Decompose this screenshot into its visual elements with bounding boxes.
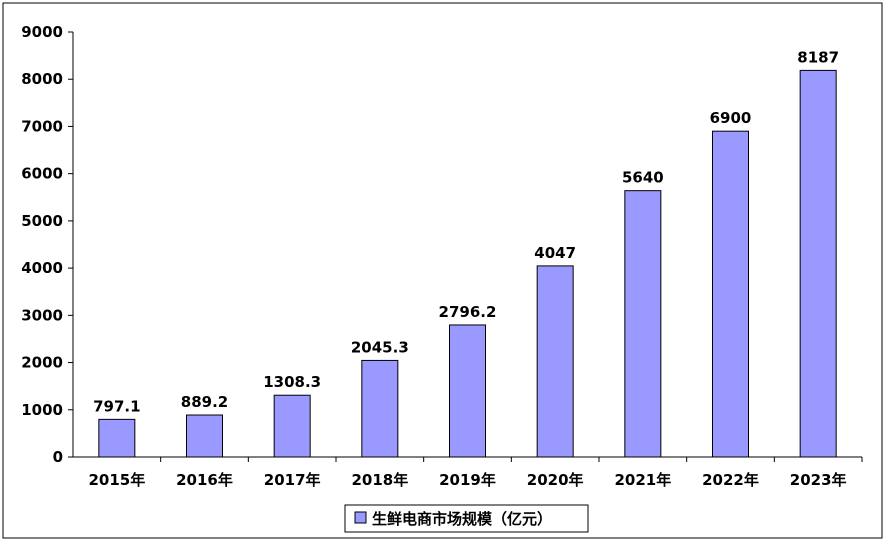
x-tick-label: 2023年: [790, 471, 847, 489]
y-tick-label: 9000: [21, 23, 63, 41]
data-labels: 797.1 889.2 1308.3 2045.3 2796.2 4047 5640 6900…: [93, 48, 839, 415]
data-label: 2796.2: [439, 303, 497, 321]
legend-box: [344, 504, 589, 533]
data-label: 4047: [534, 244, 576, 262]
y-tick-label: 0: [53, 448, 63, 466]
legend: 生鲜电商市场规模（亿元）: [344, 504, 589, 533]
x-tick-label: 2018年: [351, 471, 408, 489]
bar-2017年: [273, 394, 311, 458]
x-tick-label: 2019年: [439, 471, 496, 489]
y-tick-label: 5000: [21, 212, 63, 230]
y-tick-label: 2000: [21, 354, 63, 372]
bar-2019年: [449, 324, 486, 458]
y-tick-label: 1000: [21, 401, 63, 419]
y-tick-label: 6000: [21, 165, 63, 183]
bar-2023年: [799, 69, 837, 458]
data-label: 8187: [797, 48, 839, 66]
y-axis-ticks: 0 1000 2000 3000 4000 5000 6000 7000 8000 9000: [21, 23, 73, 466]
data-label: 6900: [710, 109, 752, 127]
bars: [98, 69, 837, 458]
bar-2021年: [624, 190, 662, 458]
x-tick-label: 2015年: [88, 471, 145, 489]
x-tick-label: 2022年: [702, 471, 759, 489]
legend-label: 生鲜电商市场规模（亿元）: [372, 510, 552, 528]
bar-2022年: [712, 130, 749, 458]
x-tick-label: 2017年: [264, 471, 321, 489]
x-tick-label: 2016年: [176, 471, 233, 489]
y-tick-label: 8000: [21, 70, 63, 88]
bar-2018年: [361, 359, 399, 458]
legend-swatch: [354, 511, 367, 524]
y-tick-label: 3000: [21, 306, 63, 324]
data-label: 5640: [622, 169, 664, 187]
x-axis-labels: 2015年 2016年 2017年 2018年 2019年 2020年 2021年 2022年…: [88, 457, 863, 489]
data-label: 889.2: [181, 393, 228, 411]
x-tick-label: 2021年: [614, 471, 671, 489]
data-label: 1308.3: [263, 373, 321, 391]
y-tick-label: 7000: [21, 117, 63, 135]
data-label: 2045.3: [351, 338, 409, 356]
y-tick-label: 4000: [21, 259, 63, 277]
x-tick-label: 2020年: [527, 471, 584, 489]
bar-2020年: [536, 265, 574, 458]
bar-2015年: [98, 418, 136, 458]
data-label: 797.1: [93, 397, 140, 415]
bar-2016年: [186, 414, 223, 458]
